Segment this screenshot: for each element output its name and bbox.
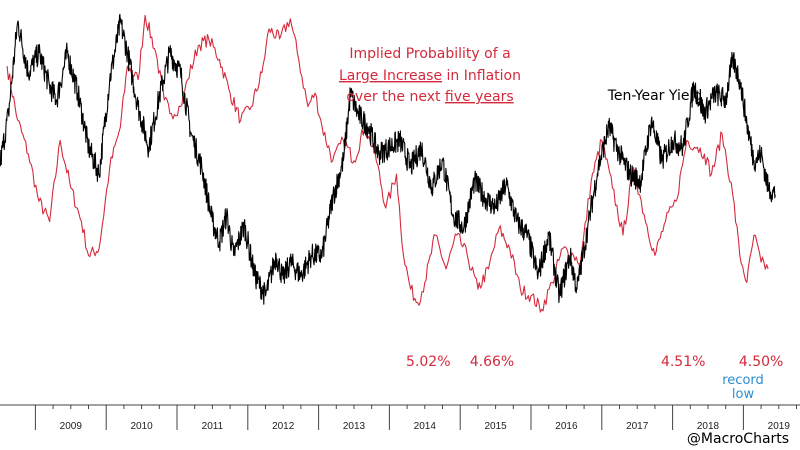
x-tick-label: 2016 [555,421,578,432]
chart-title-line-2: Large Increase in Inflation [339,68,521,84]
x-tick-label: 2014 [414,421,437,432]
series-line-ten-year-yield [0,13,776,305]
record-low-note: record low [722,373,764,402]
x-tick-label: 2012 [272,421,295,432]
chart-title-line-1: Implied Probability of a [349,46,510,62]
x-tick-label: 2013 [343,421,366,432]
plot-area [0,13,776,313]
record-low-note-line-2: low [732,387,755,402]
record-low-note-line-1: record [722,373,764,388]
x-tick-label: 2010 [130,421,153,432]
annotation-label: 4.50% [739,354,783,370]
x-axis: 2009 2010 2011 2012 2013 2014 2015 2016 2017 2018… [0,404,800,432]
x-tick-label: 2017 [626,421,649,432]
chart-title-line-3: over the next five years [346,89,513,105]
x-tick-label: 2019 [768,421,791,432]
chart-title: Implied Probability of a Large Increase … [339,46,521,105]
x-tick-label: 2015 [484,421,507,432]
x-tick-label: 2009 [60,421,83,432]
watermark: @MacroCharts [687,431,789,447]
annotation-label: 4.51% [661,354,705,370]
series-label-ten-year-yield: Ten-Year Yield [607,88,702,104]
x-tick-label: 2011 [202,421,224,432]
annotation-label: 5.02% [406,354,450,370]
annotations: 5.02% 4.66% 4.51% 4.50% [406,354,783,370]
x-tick-label: 2018 [697,421,720,432]
annotation-label: 4.66% [470,354,514,370]
